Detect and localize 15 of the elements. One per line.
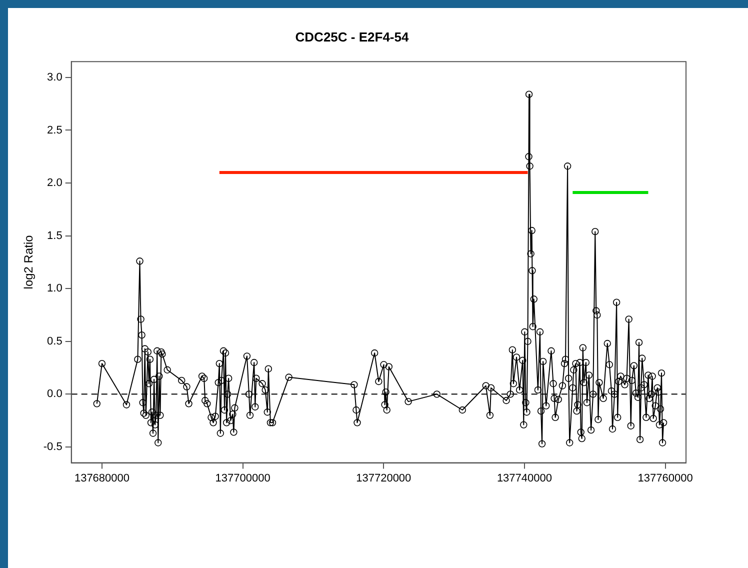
y-tick-label: 2.0 bbox=[47, 177, 62, 190]
x-tick-label: 137680000 bbox=[74, 472, 130, 484]
x-tick-label: 137760000 bbox=[638, 472, 693, 484]
y-tick-label: 1.0 bbox=[47, 282, 62, 295]
x-tick-label: 137740000 bbox=[496, 472, 552, 484]
x-tick-label: 137720000 bbox=[356, 472, 412, 484]
y-tick-label: -0.5 bbox=[43, 440, 62, 453]
y-tick-label: 1.5 bbox=[47, 230, 62, 242]
y-tick-label: 3.0 bbox=[47, 71, 62, 84]
x-tick-label: 137700000 bbox=[215, 472, 270, 484]
y-axis-title: log2 Ratio bbox=[22, 234, 36, 290]
chart-title: CDC25C - E2F4-54 bbox=[295, 29, 410, 44]
y-tick-label: 2.5 bbox=[47, 124, 62, 136]
y-tick-label: 0.5 bbox=[47, 335, 62, 348]
y-tick-label: 0.0 bbox=[47, 388, 62, 400]
